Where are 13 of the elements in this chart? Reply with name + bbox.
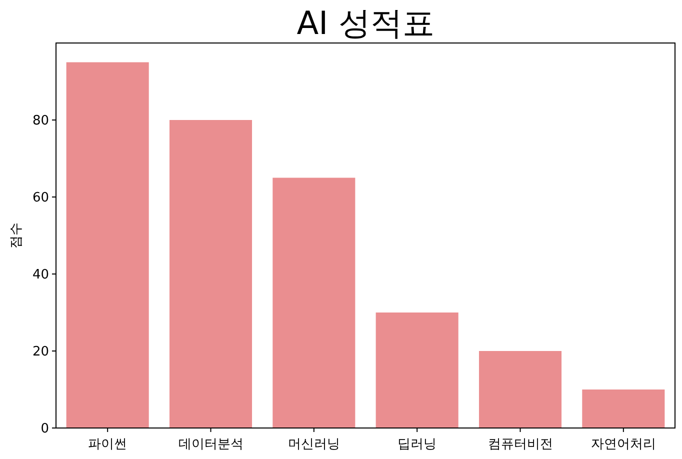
- x-tick-label: 컴퓨터비전: [488, 437, 553, 452]
- y-tick-label: 0: [40, 422, 49, 436]
- x-tick-label: 머신러닝: [288, 437, 340, 452]
- x-tick-label: 딥러닝: [398, 437, 437, 452]
- x-tick-label: 데이터분석: [178, 437, 244, 452]
- x-tick-label: 파이썬: [88, 437, 128, 452]
- y-tick-label: 20: [32, 344, 49, 360]
- y-tick-label: 40: [32, 268, 49, 282]
- chart-title: AI 성적표: [296, 4, 434, 42]
- y-tick-label: 60: [32, 190, 49, 206]
- y-axis-title: 점수: [9, 222, 24, 248]
- x-tick-label: 자연어처리: [590, 437, 656, 452]
- y-tick-label: 80: [32, 114, 49, 128]
